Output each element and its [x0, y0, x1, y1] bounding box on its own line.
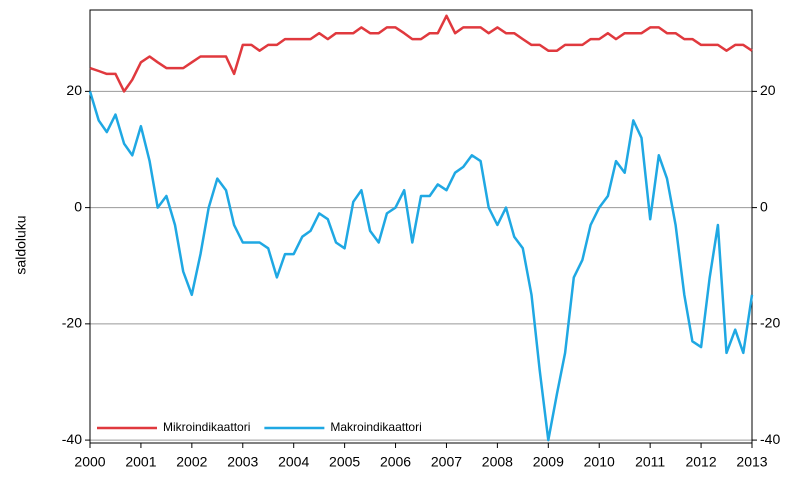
y2-tick-label: 20 — [760, 82, 776, 98]
x-tick-label: 2003 — [227, 454, 258, 470]
x-tick-label: 2011 — [635, 454, 665, 470]
x-tick-label: 2004 — [278, 454, 309, 470]
legend-label: Makroindikaattori — [330, 420, 421, 434]
y-tick-label: 20 — [66, 82, 82, 98]
x-tick-label: 2000 — [74, 454, 105, 470]
line-series — [88, 91, 754, 442]
x-tick-label: 2005 — [329, 454, 360, 470]
plot-frame — [89, 9, 753, 444]
y2-tick-label: -40 — [760, 431, 780, 447]
y2-tick-label: -20 — [760, 315, 780, 331]
x-tick-label: 2010 — [584, 454, 615, 470]
line-series — [89, 14, 753, 93]
x-tick-label: 2006 — [380, 454, 411, 470]
y-tick-label: -20 — [62, 315, 82, 331]
x-tick-label: 2013 — [736, 454, 767, 470]
legend-label: Mikroindikaattori — [163, 420, 250, 434]
x-tick-label: 2002 — [176, 454, 207, 470]
x-tick-label: 2008 — [482, 454, 513, 470]
x-tick-label: 2009 — [533, 454, 564, 470]
x-tick-label: 2012 — [685, 454, 716, 470]
y2-tick-label: 0 — [760, 198, 768, 214]
y-tick-label: 0 — [74, 198, 82, 214]
x-tick-label: 2007 — [431, 454, 462, 470]
x-tick-label: 2001 — [125, 454, 156, 470]
y-tick-label: -40 — [62, 431, 82, 447]
y-axis-label: saldoluku — [13, 215, 29, 274]
